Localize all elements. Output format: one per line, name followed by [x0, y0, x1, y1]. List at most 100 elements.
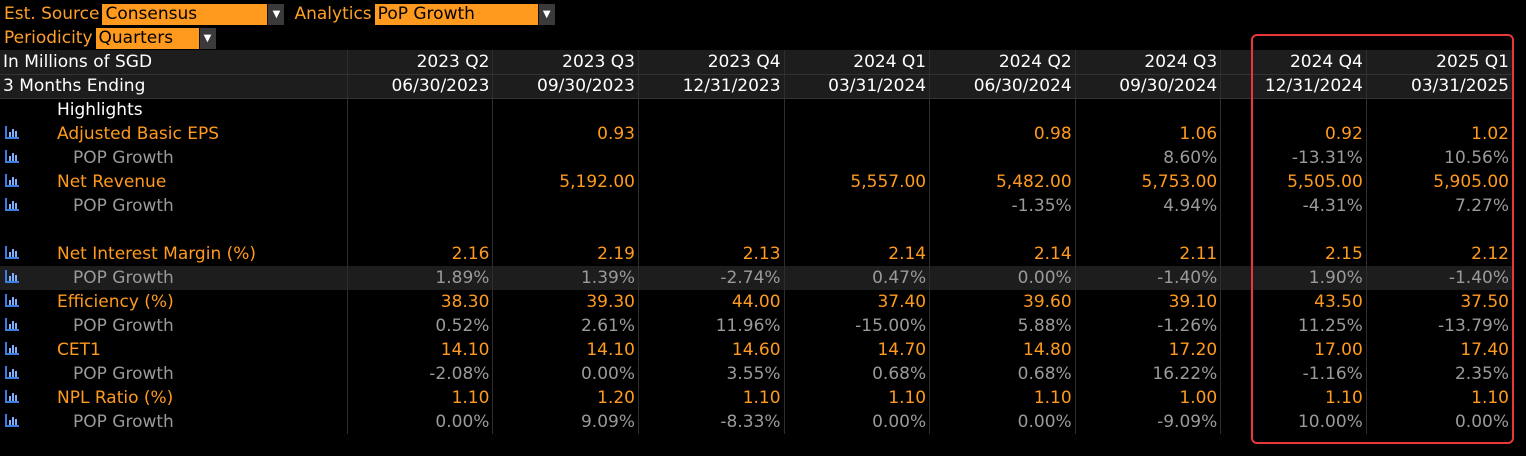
value-cell [783, 122, 930, 146]
row-label[interactable]: POP Growth [73, 196, 174, 216]
value-cell [346, 170, 493, 194]
chart-icon[interactable] [3, 174, 21, 187]
value-cell: 0.52% [346, 314, 493, 338]
unit-label: In Millions of SGD [0, 50, 348, 75]
row-label[interactable]: NPL Ratio (%) [57, 388, 174, 408]
analytics-label: Analytics [294, 4, 372, 24]
section-label: Highlights [57, 100, 143, 121]
date-header: 12/31/2024 [1220, 74, 1367, 99]
chart-icon[interactable] [3, 366, 21, 379]
value-cell: 1.10 [638, 386, 785, 410]
chart-icon[interactable] [3, 390, 21, 403]
value-cell: 17.20 [1074, 338, 1221, 362]
value-cell: 43.50 [1220, 290, 1367, 314]
periodicity-value: Quarters [98, 28, 174, 48]
value-cell: 2.15 [1220, 242, 1367, 266]
value-cell: 10.00% [1220, 410, 1367, 434]
analytics-dropdown[interactable]: PoP Growth ▼ [374, 3, 555, 25]
period-header: 2024 Q1 [783, 50, 930, 75]
est-source-dropdown[interactable]: Consensus ▼ [102, 3, 285, 25]
value-cell: 2.13 [638, 242, 785, 266]
value-cell: 1.89% [346, 266, 493, 290]
financials-table: In Millions of SGD 2023 Q2 2023 Q3 2023 … [0, 50, 1512, 434]
value-cell: -8.33% [638, 410, 785, 434]
row-label[interactable]: Net Revenue [57, 172, 167, 192]
value-cell: 14.10 [346, 338, 493, 362]
metric-row: Efficiency (%) 38.30 39.30 44.00 37.40 39.60 3… [0, 290, 1512, 314]
periodicity-label: Periodicity [4, 28, 93, 48]
value-cell: 7.27% [1365, 194, 1512, 218]
value-cell: 17.40 [1365, 338, 1512, 362]
value-cell: 10.56% [1365, 146, 1512, 170]
value-cell: 5,905.00 [1365, 170, 1512, 194]
value-cell: 14.10 [492, 338, 639, 362]
value-cell [346, 146, 493, 170]
row-label[interactable]: Adjusted Basic EPS [57, 124, 219, 144]
growth-row: POP Growth -2.08% 0.00% 3.55% 0.68% 0.68% 16.2… [0, 362, 1512, 386]
value-cell: 1.39% [492, 266, 639, 290]
period-header: 2023 Q4 [638, 50, 785, 75]
chart-icon[interactable] [3, 246, 21, 259]
value-cell [638, 146, 785, 170]
metric-row: Adjusted Basic EPS 0.93 0.98 1.06 0.92 1.02 [0, 122, 1512, 146]
value-cell: 2.19 [492, 242, 639, 266]
value-cell [492, 146, 639, 170]
metric-row: Net Interest Margin (%) 2.16 2.19 2.13 2.14 2… [0, 242, 1512, 266]
value-cell: 5,557.00 [783, 170, 930, 194]
value-cell: 0.68% [783, 362, 930, 386]
analytics-value: PoP Growth [377, 4, 475, 24]
dropdown-arrow-icon[interactable]: ▼ [198, 27, 216, 49]
value-cell: -13.79% [1365, 314, 1512, 338]
row-label[interactable]: Efficiency (%) [57, 292, 174, 312]
value-cell: 1.10 [1220, 386, 1367, 410]
chart-icon[interactable] [3, 318, 21, 331]
chart-icon[interactable] [3, 150, 21, 163]
value-cell: 2.12 [1365, 242, 1512, 266]
chart-icon[interactable] [3, 126, 21, 139]
periodicity-dropdown[interactable]: Quarters ▼ [95, 27, 216, 49]
row-label[interactable]: CET1 [57, 340, 101, 360]
value-cell: 1.20 [492, 386, 639, 410]
date-header-row: 3 Months Ending 06/30/2023 09/30/2023 12… [0, 74, 1512, 99]
value-cell: 0.68% [929, 362, 1076, 386]
spacer-row [0, 218, 1512, 242]
value-cell: 44.00 [638, 290, 785, 314]
row-label[interactable]: POP Growth [73, 148, 174, 168]
value-cell [492, 194, 639, 218]
value-cell: 14.80 [929, 338, 1076, 362]
value-cell: 0.00% [346, 410, 493, 434]
row-label[interactable]: POP Growth [73, 268, 174, 288]
value-cell: 5,753.00 [1074, 170, 1221, 194]
row-label[interactable]: Net Interest Margin (%) [57, 244, 257, 264]
value-cell: -15.00% [783, 314, 930, 338]
value-cell: -1.40% [1074, 266, 1221, 290]
growth-row: POP Growth 8.60% -13.31% 10.56% [0, 146, 1512, 170]
row-label[interactable]: POP Growth [73, 412, 174, 432]
value-cell: 5,505.00 [1220, 170, 1367, 194]
value-cell: 1.00 [1074, 386, 1221, 410]
value-cell: 0.92 [1220, 122, 1367, 146]
date-header: 03/31/2024 [783, 74, 930, 99]
chart-icon[interactable] [3, 294, 21, 307]
value-cell: 2.11 [1074, 242, 1221, 266]
metric-row: NPL Ratio (%) 1.10 1.20 1.10 1.10 1.10 1.00 1.1… [0, 386, 1512, 410]
row-label[interactable]: POP Growth [73, 364, 174, 384]
value-cell: 5,192.00 [492, 170, 639, 194]
row-label[interactable]: POP Growth [73, 316, 174, 336]
date-header: 09/30/2024 [1074, 74, 1221, 99]
dropdown-arrow-icon[interactable]: ▼ [537, 3, 555, 25]
chart-icon[interactable] [3, 198, 21, 211]
value-cell [638, 122, 785, 146]
chart-icon[interactable] [3, 342, 21, 355]
value-cell: -9.09% [1074, 410, 1221, 434]
value-cell [638, 194, 785, 218]
dropdown-arrow-icon[interactable]: ▼ [267, 3, 285, 25]
value-cell: 2.35% [1365, 362, 1512, 386]
value-cell: 0.00% [929, 266, 1076, 290]
period-header: 2024 Q3 [1074, 50, 1221, 75]
value-cell: 39.30 [492, 290, 639, 314]
value-cell: 2.14 [929, 242, 1076, 266]
chart-icon[interactable] [3, 414, 21, 427]
date-header: 06/30/2024 [929, 74, 1076, 99]
chart-icon[interactable] [3, 270, 21, 283]
